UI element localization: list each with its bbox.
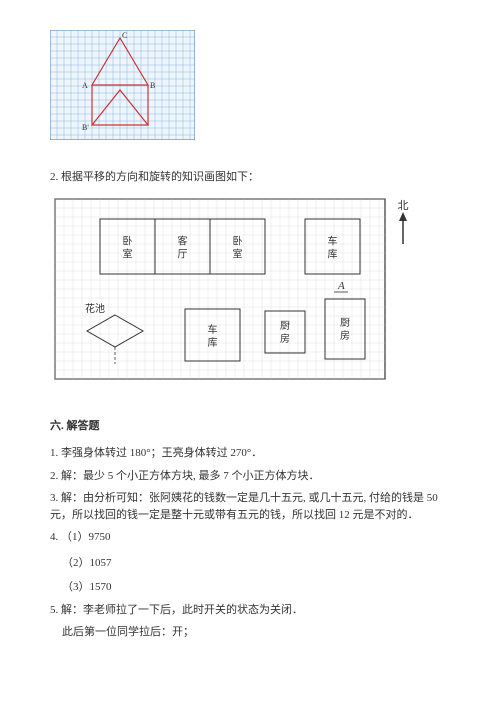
- svg-text:库: 库: [328, 248, 338, 261]
- answer-5: 5. 解：李老师拉了一下后，此时开关的状态为关闭．: [50, 602, 450, 619]
- section-6-heading: 六. 解答题: [50, 417, 450, 433]
- svg-text:卧: 卧: [123, 235, 133, 248]
- svg-text:花池: 花池: [85, 302, 105, 315]
- figure-1-svg: C A B B': [50, 30, 195, 140]
- caption-2: 2. 根据平移的方向和旋转的知识画图如下：: [50, 168, 450, 184]
- svg-text:厅: 厅: [178, 250, 188, 261]
- svg-text:A: A: [337, 280, 345, 292]
- answer-4: 4. （1）9750: [50, 529, 450, 546]
- figure-2: 卧室客厅卧室车库车库厨房厨房花池A北: [50, 194, 450, 392]
- svg-text:B': B': [82, 123, 89, 132]
- answer-4-2: （2）1057: [62, 554, 450, 570]
- figure-2-svg: 卧室客厅卧室车库车库厨房厨房花池A北: [50, 194, 450, 389]
- svg-text:车: 车: [208, 323, 218, 336]
- svg-text:厨: 厨: [340, 317, 350, 329]
- svg-text:卧: 卧: [233, 235, 243, 248]
- svg-text:车: 车: [328, 235, 338, 248]
- answer-5b: 此后第一位同学拉后：开；: [62, 624, 450, 641]
- svg-text:室: 室: [123, 248, 133, 261]
- svg-text:厨: 厨: [280, 320, 290, 332]
- answer-1: 1. 李强身体转过 180°；王亮身体转过 270°．: [50, 445, 450, 462]
- svg-text:北: 北: [398, 199, 409, 212]
- answer-4-3: （3）1570: [62, 578, 450, 594]
- answer-2: 2. 解：最少 5 个小正方体方块, 最多 7 个小正方体方块．: [50, 468, 450, 485]
- svg-text:B: B: [150, 81, 155, 90]
- svg-text:库: 库: [208, 336, 218, 349]
- svg-text:室: 室: [233, 248, 243, 261]
- svg-text:C: C: [122, 31, 127, 40]
- svg-text:A: A: [82, 81, 88, 90]
- figure-1: C A B B': [50, 30, 450, 143]
- svg-text:房: 房: [280, 332, 290, 345]
- answer-3: 3. 解：由分析可知：张阿姨花的钱数一定是几十五元, 或几十五元, 付给的钱是 …: [50, 490, 450, 523]
- svg-text:房: 房: [340, 329, 350, 342]
- svg-text:客: 客: [178, 235, 188, 248]
